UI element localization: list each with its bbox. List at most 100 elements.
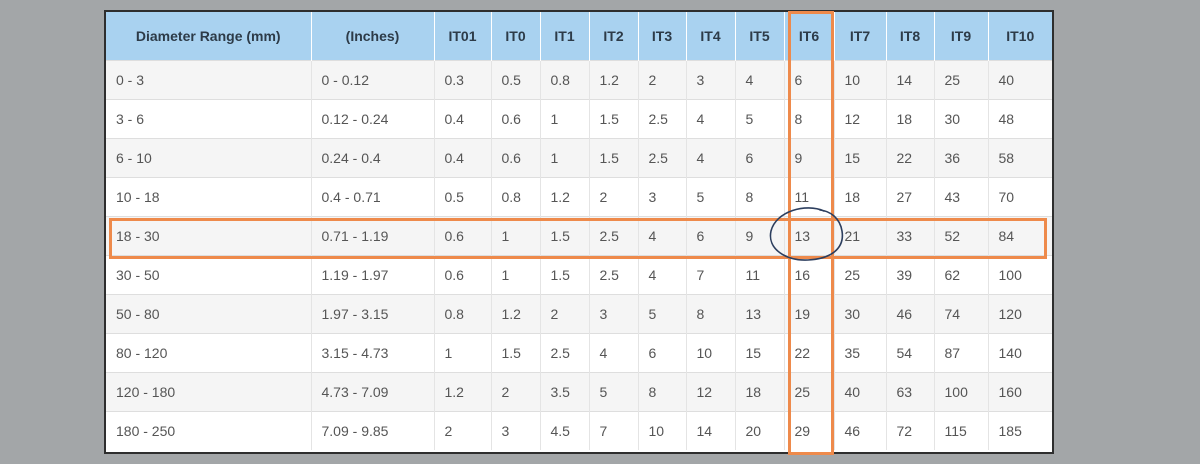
table-cell: 11 [784, 177, 835, 217]
table-cell: 1.2 [540, 177, 590, 217]
table-cell: 39 [886, 255, 935, 295]
table-cell: 1.5 [589, 138, 639, 178]
table-cell: 2.5 [638, 138, 687, 178]
table-row: 80 - 120 3.15 - 4.73 1 1.5 2.5 4 6 10 15 22 35 54 87… [106, 333, 1052, 373]
table-cell: 10 [638, 411, 687, 450]
header-it3: IT3 [638, 12, 687, 61]
table-cell: 30 - 50 [106, 255, 312, 295]
header-it01: IT01 [434, 12, 492, 61]
table-cell: 180 - 250 [106, 411, 312, 450]
table-cell: 0.6 [491, 138, 541, 178]
table-cell: 30 [834, 294, 887, 334]
table-cell: 1.2 [491, 294, 541, 334]
table-cell: 87 [934, 333, 989, 373]
table-cell: 115 [934, 411, 989, 450]
table-cell: 12 [834, 99, 887, 139]
table-cell: 4 [735, 60, 785, 100]
table-cell: 3.5 [540, 372, 590, 412]
table-cell: 1 [540, 99, 590, 139]
header-inches: (Inches) [311, 12, 435, 61]
table-cell: 14 [686, 411, 736, 450]
header-it10: IT10 [988, 12, 1052, 61]
table-cell: 2.5 [638, 99, 687, 139]
table-cell: 1 [540, 138, 590, 178]
table-cell: 70 [988, 177, 1052, 217]
header-it4: IT4 [686, 12, 736, 61]
table-cell: 1 [491, 216, 541, 256]
table-cell: 12 [686, 372, 736, 412]
header-it2: IT2 [589, 12, 639, 61]
table-cell: 185 [988, 411, 1052, 450]
table-cell: 10 - 18 [106, 177, 312, 217]
table-cell: 4 [638, 255, 687, 295]
table-cell: 0.5 [491, 60, 541, 100]
table-cell: 7 [686, 255, 736, 295]
table-cell: 30 [934, 99, 989, 139]
table-cell: 6 [686, 216, 736, 256]
table-cell: 25 [934, 60, 989, 100]
table-cell: 27 [886, 177, 935, 217]
table-cell: 4 [638, 216, 687, 256]
table-cell: 54 [886, 333, 935, 373]
table-cell: 7.09 - 9.85 [311, 411, 435, 450]
table-row: 50 - 80 1.97 - 3.15 0.8 1.2 2 3 5 8 13 19 30 46 74 12… [106, 294, 1052, 334]
table-cell: 2 [434, 411, 492, 450]
table-cell: 1 [434, 333, 492, 373]
header-it7: IT7 [834, 12, 887, 61]
table-cell: 0.12 - 0.24 [311, 99, 435, 139]
table-cell: 2 [589, 177, 639, 217]
table-cell: 5 [735, 99, 785, 139]
table-cell: 25 [784, 372, 835, 412]
table-cell: 2 [638, 60, 687, 100]
table-cell: 20 [735, 411, 785, 450]
table-cell: 15 [834, 138, 887, 178]
table-cell: 0.4 - 0.71 [311, 177, 435, 217]
table-cell: 3 [686, 60, 736, 100]
table-cell: 62 [934, 255, 989, 295]
table-row: 120 - 180 4.73 - 7.09 1.2 2 3.5 5 8 12 18 25 40 63 1… [106, 372, 1052, 412]
table-cell: 29 [784, 411, 835, 450]
table-cell: 8 [686, 294, 736, 334]
table-cell: 1 [491, 255, 541, 295]
table-cell: 13 [735, 294, 785, 334]
table-cell: 36 [934, 138, 989, 178]
table-cell: 120 [988, 294, 1052, 334]
table-cell: 0.4 [434, 99, 492, 139]
table-cell: 0 - 3 [106, 60, 312, 100]
table-cell: 40 [834, 372, 887, 412]
table-cell: 0.24 - 0.4 [311, 138, 435, 178]
table-cell: 4 [589, 333, 639, 373]
header-row: Diameter Range (mm) (Inches) IT01 IT0 IT… [106, 12, 1052, 61]
table-cell: 11 [735, 255, 785, 295]
table-row: 30 - 50 1.19 - 1.97 0.6 1 1.5 2.5 4 7 11 16 25 39 62… [106, 255, 1052, 295]
it-tolerance-table: Diameter Range (mm) (Inches) IT01 IT0 IT… [106, 12, 1052, 450]
tolerance-table-frame: Diameter Range (mm) (Inches) IT01 IT0 IT… [104, 10, 1054, 454]
table-cell: 18 [834, 177, 887, 217]
header-it9: IT9 [934, 12, 989, 61]
table-cell: 140 [988, 333, 1052, 373]
table-cell: 33 [886, 216, 935, 256]
table-cell: 1.2 [434, 372, 492, 412]
table-cell: 0.8 [540, 60, 590, 100]
table-cell: 6 [735, 138, 785, 178]
table-cell: 1.5 [589, 99, 639, 139]
table-cell: 84 [988, 216, 1052, 256]
table-cell: 14 [886, 60, 935, 100]
table-cell: 0.5 [434, 177, 492, 217]
header-it8: IT8 [886, 12, 935, 61]
table-cell: 10 [834, 60, 887, 100]
table-row: 18 - 30 0.71 - 1.19 0.6 1 1.5 2.5 4 6 9 13 21 33 52 8… [106, 216, 1052, 256]
table-cell: 80 - 120 [106, 333, 312, 373]
table-cell: 19 [784, 294, 835, 334]
header-it0: IT0 [491, 12, 541, 61]
table-cell: 3 - 6 [106, 99, 312, 139]
table-cell: 0.3 [434, 60, 492, 100]
table-cell: 1.5 [540, 255, 590, 295]
table-cell: 4.73 - 7.09 [311, 372, 435, 412]
table-row: 10 - 18 0.4 - 0.71 0.5 0.8 1.2 2 3 5 8 11 18 27 43 70 [106, 177, 1052, 217]
table-cell: 13 [784, 216, 835, 256]
table-cell: 58 [988, 138, 1052, 178]
table-cell: 0.4 [434, 138, 492, 178]
table-cell: 0.8 [491, 177, 541, 217]
table-row: 180 - 250 7.09 - 9.85 2 3 4.5 7 10 14 20 29 46 72 11… [106, 411, 1052, 450]
